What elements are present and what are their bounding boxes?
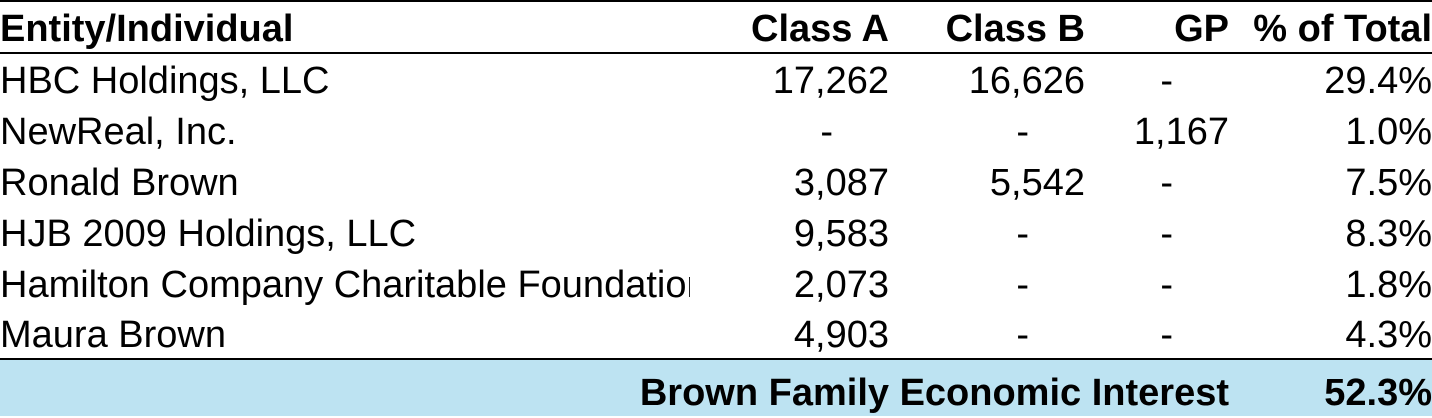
cell-gp: - [1160, 314, 1173, 357]
cell-pct: 1.0% [1345, 111, 1432, 154]
table-row: NewReal, Inc. - - 1,167 1.0% [0, 104, 1432, 155]
cell-class-b: - [1016, 111, 1029, 154]
table-row: Maura Brown 4,903 - - 4.3% [0, 308, 1432, 359]
cell-gp: - [1160, 162, 1173, 205]
cell-class-b: 16,626 [968, 60, 1085, 103]
table-body: HBC Holdings, LLC 17,262 16,626 - 29.4% … [0, 53, 1432, 359]
col-header-pct-total: % of Total [1229, 0, 1432, 54]
cell-gp: - [1160, 213, 1173, 256]
cell-pct: 4.3% [1345, 314, 1432, 357]
cell-pct: 7.5% [1345, 162, 1432, 205]
col-header-entity: Entity/Individual [0, 0, 690, 54]
cell-class-a: 9,583 [793, 213, 889, 256]
cell-pct: 8.3% [1345, 213, 1432, 256]
col-header-class-b: Class B [889, 0, 1085, 54]
cell-class-b: - [1016, 264, 1029, 307]
cell-pct: 1.8% [1345, 264, 1432, 307]
cell-entity: Maura Brown [0, 314, 226, 357]
cell-entity: Hamilton Company Charitable Foundation [0, 264, 690, 307]
cell-class-b: 5,542 [989, 162, 1085, 205]
table-footer: Brown Family Economic Interest 52.3% [0, 358, 1432, 416]
total-label: Brown Family Economic Interest [0, 358, 1229, 416]
cell-entity: HBC Holdings, LLC [0, 60, 330, 103]
cell-gp: - [1160, 60, 1173, 103]
cell-gp: 1,167 [1133, 111, 1229, 154]
table-row: Hamilton Company Charitable Foundation 2… [0, 257, 1432, 308]
cell-class-a: 4,903 [793, 314, 889, 357]
cell-entity: NewReal, Inc. [0, 111, 237, 154]
total-value: 52.3% [1229, 358, 1432, 416]
cell-class-a: 2,073 [793, 264, 889, 307]
total-row: Brown Family Economic Interest 52.3% [0, 358, 1432, 416]
cell-class-a: 17,262 [772, 60, 889, 103]
table-row: HJB 2009 Holdings, LLC 9,583 - - 8.3% [0, 206, 1432, 257]
table-row: Ronald Brown 3,087 5,542 - 7.5% [0, 155, 1432, 206]
col-header-gp: GP [1085, 0, 1229, 54]
cell-class-a: - [820, 111, 833, 154]
cell-class-a: 3,087 [793, 162, 889, 205]
cell-entity: HJB 2009 Holdings, LLC [0, 213, 417, 256]
col-header-class-a: Class A [690, 0, 889, 54]
table-row: HBC Holdings, LLC 17,262 16,626 - 29.4% [0, 53, 1432, 104]
cell-gp: - [1160, 264, 1173, 307]
cell-pct: 29.4% [1324, 60, 1432, 103]
cell-entity: Ronald Brown [0, 162, 239, 205]
header-row: Entity/Individual Class A Class B GP % o… [0, 0, 1432, 54]
cell-class-b: - [1016, 314, 1029, 357]
cell-class-b: - [1016, 213, 1029, 256]
table-header: Entity/Individual Class A Class B GP % o… [0, 0, 1432, 54]
